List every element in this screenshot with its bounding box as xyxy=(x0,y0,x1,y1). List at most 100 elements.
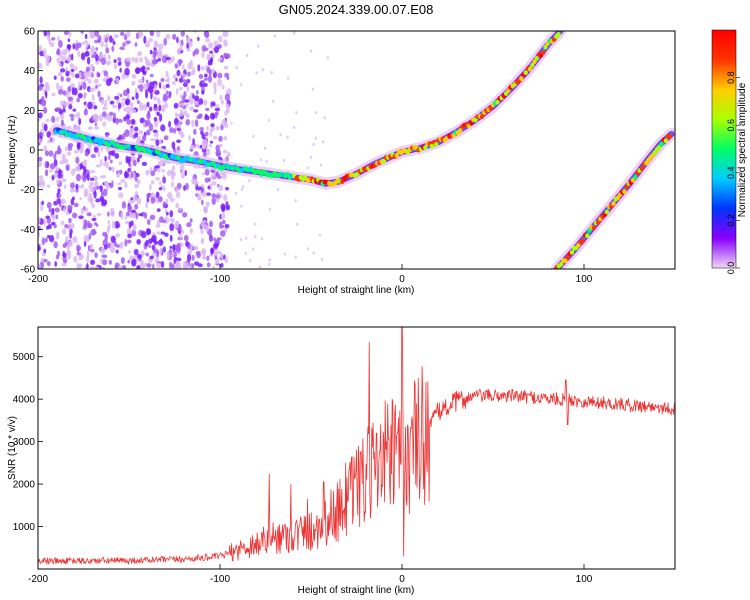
noise-blob xyxy=(193,109,199,113)
noise-blob xyxy=(147,85,154,94)
noise-blob xyxy=(108,155,111,161)
noise-blob xyxy=(138,78,143,84)
noise-blob xyxy=(200,229,204,235)
noise-blob xyxy=(125,99,130,106)
noise-blob xyxy=(203,99,208,106)
noise-blob xyxy=(187,62,193,70)
noise-blob xyxy=(176,36,179,44)
noise-blob xyxy=(201,199,204,206)
noise-blob xyxy=(91,203,96,209)
noise-blob xyxy=(218,184,224,192)
noise-blob xyxy=(100,40,104,48)
noise-blob xyxy=(230,121,233,125)
snr-y-tick-label: 5000 xyxy=(13,352,36,363)
noise-blob xyxy=(54,261,58,267)
noise-blob xyxy=(223,65,229,70)
noise-blob xyxy=(71,72,75,78)
noise-blob xyxy=(203,31,210,37)
noise-blob xyxy=(164,102,169,109)
noise-blob xyxy=(127,204,133,213)
noise-blob xyxy=(145,91,149,99)
noise-blob xyxy=(169,210,174,218)
noise-blob xyxy=(216,250,222,255)
noise-blob xyxy=(109,245,116,254)
noise-blob xyxy=(146,102,150,108)
noise-blob xyxy=(138,213,144,217)
noise-blob xyxy=(136,136,141,144)
noise-blob xyxy=(138,32,144,37)
noise-blob xyxy=(207,61,213,66)
noise-blob xyxy=(219,221,223,230)
noise-blob xyxy=(129,212,133,219)
noise-blob xyxy=(86,263,89,269)
noise-blob xyxy=(105,60,112,66)
noise-blob xyxy=(69,113,74,118)
noise-blob xyxy=(69,63,75,69)
noise-blob xyxy=(211,53,215,59)
noise-blob xyxy=(80,52,86,60)
noise-blob xyxy=(216,104,220,108)
noise-blob xyxy=(76,97,80,103)
noise-blob xyxy=(122,132,126,140)
noise-blob xyxy=(117,57,122,62)
noise-blob xyxy=(83,72,89,77)
noise-blob xyxy=(279,133,282,137)
noise-blob xyxy=(188,134,191,142)
noise-blob xyxy=(133,194,138,202)
noise-blob xyxy=(48,169,53,173)
noise-blob xyxy=(143,212,148,219)
colorbar-gradient xyxy=(711,29,737,269)
noise-blob xyxy=(136,264,141,269)
colorbar-tick-label: 0.2 xyxy=(726,214,736,227)
noise-blob xyxy=(63,102,69,107)
noise-blob xyxy=(198,73,204,79)
noise-blob xyxy=(146,193,150,200)
noise-blob xyxy=(165,56,172,61)
noise-blob xyxy=(68,31,72,38)
noise-blob xyxy=(201,79,205,85)
noise-blob xyxy=(235,191,238,195)
noise-blob xyxy=(222,31,227,34)
noise-blob xyxy=(68,103,73,110)
noise-blob xyxy=(90,243,94,249)
noise-blob xyxy=(44,237,48,243)
noise-blob xyxy=(202,82,208,88)
noise-blob xyxy=(93,105,98,110)
noise-blob xyxy=(163,246,166,253)
noise-blob xyxy=(62,158,69,164)
noise-blob xyxy=(142,104,148,111)
noise-blob xyxy=(143,35,147,44)
trace-blob xyxy=(394,153,400,158)
noise-blob xyxy=(93,146,99,153)
noise-blob xyxy=(76,262,80,269)
noise-blob xyxy=(179,233,182,240)
noise-blob xyxy=(205,38,211,43)
noise-blob xyxy=(201,133,206,140)
noise-blob xyxy=(208,143,212,148)
noise-blob xyxy=(173,128,177,134)
noise-blob xyxy=(120,212,124,220)
noise-blob xyxy=(322,140,325,144)
noise-blob xyxy=(224,256,229,264)
noise-blob xyxy=(258,265,261,269)
noise-blob xyxy=(168,120,171,128)
noise-blob xyxy=(77,50,81,58)
noise-blob xyxy=(62,107,66,112)
noise-blob xyxy=(102,106,108,111)
noise-blob xyxy=(63,48,70,53)
noise-blob xyxy=(273,34,276,38)
noise-blob xyxy=(110,235,116,244)
noise-blob xyxy=(181,73,186,78)
noise-blob xyxy=(221,212,226,220)
noise-blob xyxy=(131,212,137,219)
noise-blob xyxy=(87,220,91,229)
noise-blob xyxy=(134,132,139,138)
noise-blob xyxy=(152,59,158,65)
noise-blob xyxy=(46,131,51,138)
noise-blob xyxy=(138,130,144,135)
colorbar: 0.0 0.2 0.4 0.6 0.8 Normalized spectral ampl… xyxy=(711,29,748,274)
noise-blob xyxy=(184,169,187,177)
noise-blob xyxy=(150,91,153,100)
noise-blob xyxy=(108,166,112,171)
noise-blob xyxy=(318,233,322,237)
